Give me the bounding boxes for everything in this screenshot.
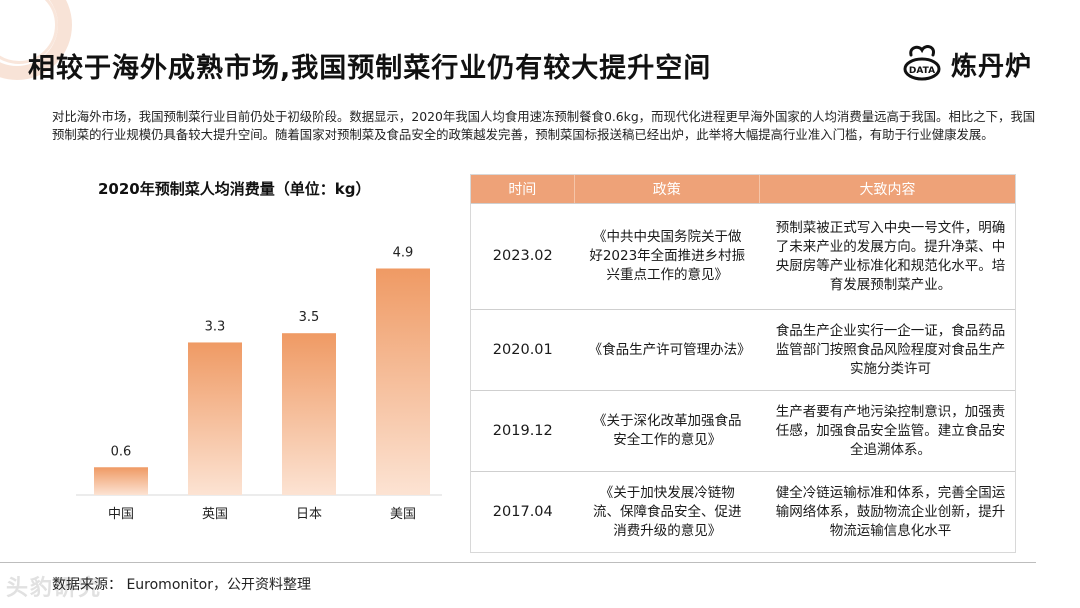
- bar-2: [282, 333, 336, 495]
- bar-value-label: 3.3: [205, 319, 226, 334]
- table-row: 2017.04 《关于加快发展冷链物流、保障食品安全、促进消费升级的意见》 健全…: [471, 471, 1015, 552]
- logo-icon-text: DATA: [909, 66, 935, 76]
- chart-title: 2020年预制菜人均消费量（单位：kg）: [98, 180, 371, 198]
- table-row: 2020.01 《食品生产许可管理办法》 食品生产企业实行一企一证，食品药品监管…: [471, 309, 1015, 390]
- intro-paragraph: 对比海外市场，我国预制菜行业目前仍处于初级阶段。数据显示，2020年我国人均食用…: [52, 109, 1036, 142]
- cell-time: 2019.12: [492, 422, 553, 439]
- x-tick-label: 英国: [202, 507, 228, 522]
- bar-value-label: 0.6: [111, 444, 132, 459]
- cell-content: 预制菜被正式写入中央一号文件，明确了未来产业的发展方向。提升净菜、中央厨房等产业…: [775, 219, 1006, 293]
- logo-text: 炼丹炉: [950, 51, 1032, 82]
- cell-time: 2017.04: [492, 503, 553, 520]
- header-time: 时间: [471, 175, 575, 203]
- table-row: 2023.02 《中共中央国务院关于做好2023年全面推进乡村振兴重点工作的意见…: [471, 203, 1015, 309]
- bar-chart: 0.6 中国 3.3 英国 3.5 日本 4.9 美国: [76, 245, 442, 522]
- cell-content: 健全冷链运输标准和体系，完善全国运输网络体系，鼓励物流企业创新，提升物流运输信息…: [775, 484, 1006, 539]
- bar-3: [376, 268, 430, 495]
- cell-policy: 《关于加快发展冷链物流、保障食品安全、促进消费升级的意见》: [593, 484, 742, 539]
- brand-logo: DATA 炼丹炉: [899, 38, 1032, 90]
- table-row: 2019.12 《关于深化改革加强食品安全工作的意见》 生产者要有产地污染控制意…: [471, 390, 1015, 471]
- cell-time: 2023.02: [492, 248, 553, 264]
- bar-1: [188, 342, 242, 495]
- decorative-ring-inner: [0, 0, 58, 64]
- x-tick-label: 日本: [296, 507, 322, 522]
- header-content: 大致内容: [859, 182, 916, 198]
- cell-content: 生产者要有产地污染控制意识，加强责任感，加强食品安全监管。建立食品安全追溯体系。: [775, 403, 1006, 458]
- data-source: 数据来源： Euromonitor，公开资料整理: [52, 577, 311, 593]
- cell-policy: 《中共中央国务院关于做好2023年全面推进乡村振兴重点工作的意见》: [589, 229, 746, 283]
- cell-policy: 《关于深化改革加强食品安全工作的意见》: [593, 413, 742, 448]
- header-policy: 政策: [575, 175, 760, 203]
- page-title: 相较于海外成熟市场,我国预制菜行业仍有较大提升空间: [28, 53, 712, 84]
- policy-table: 时间 政策 大致内容 2023.02 《中共中央国务院关于做好2023年全面推进…: [470, 174, 1016, 553]
- watermark-logo: 头豹研究: [6, 576, 103, 601]
- bar-value-label: 4.9: [393, 245, 414, 260]
- x-tick-label: 中国: [108, 507, 134, 522]
- table-header: 时间 政策 大致内容: [471, 175, 1015, 203]
- bar-0: [94, 467, 148, 495]
- x-tick-label: 美国: [390, 507, 416, 522]
- cell-time: 2020.01: [492, 341, 553, 358]
- bar-value-label: 3.5: [299, 310, 320, 325]
- footer-divider: [0, 562, 1036, 563]
- chef-hat-data-icon: DATA: [899, 41, 945, 87]
- cell-content: 食品生产企业实行一企一证，食品药品监管部门按照食品风险程度对食品生产实施分类许可: [775, 322, 1006, 377]
- cell-policy: 《食品生产许可管理办法》: [588, 341, 751, 358]
